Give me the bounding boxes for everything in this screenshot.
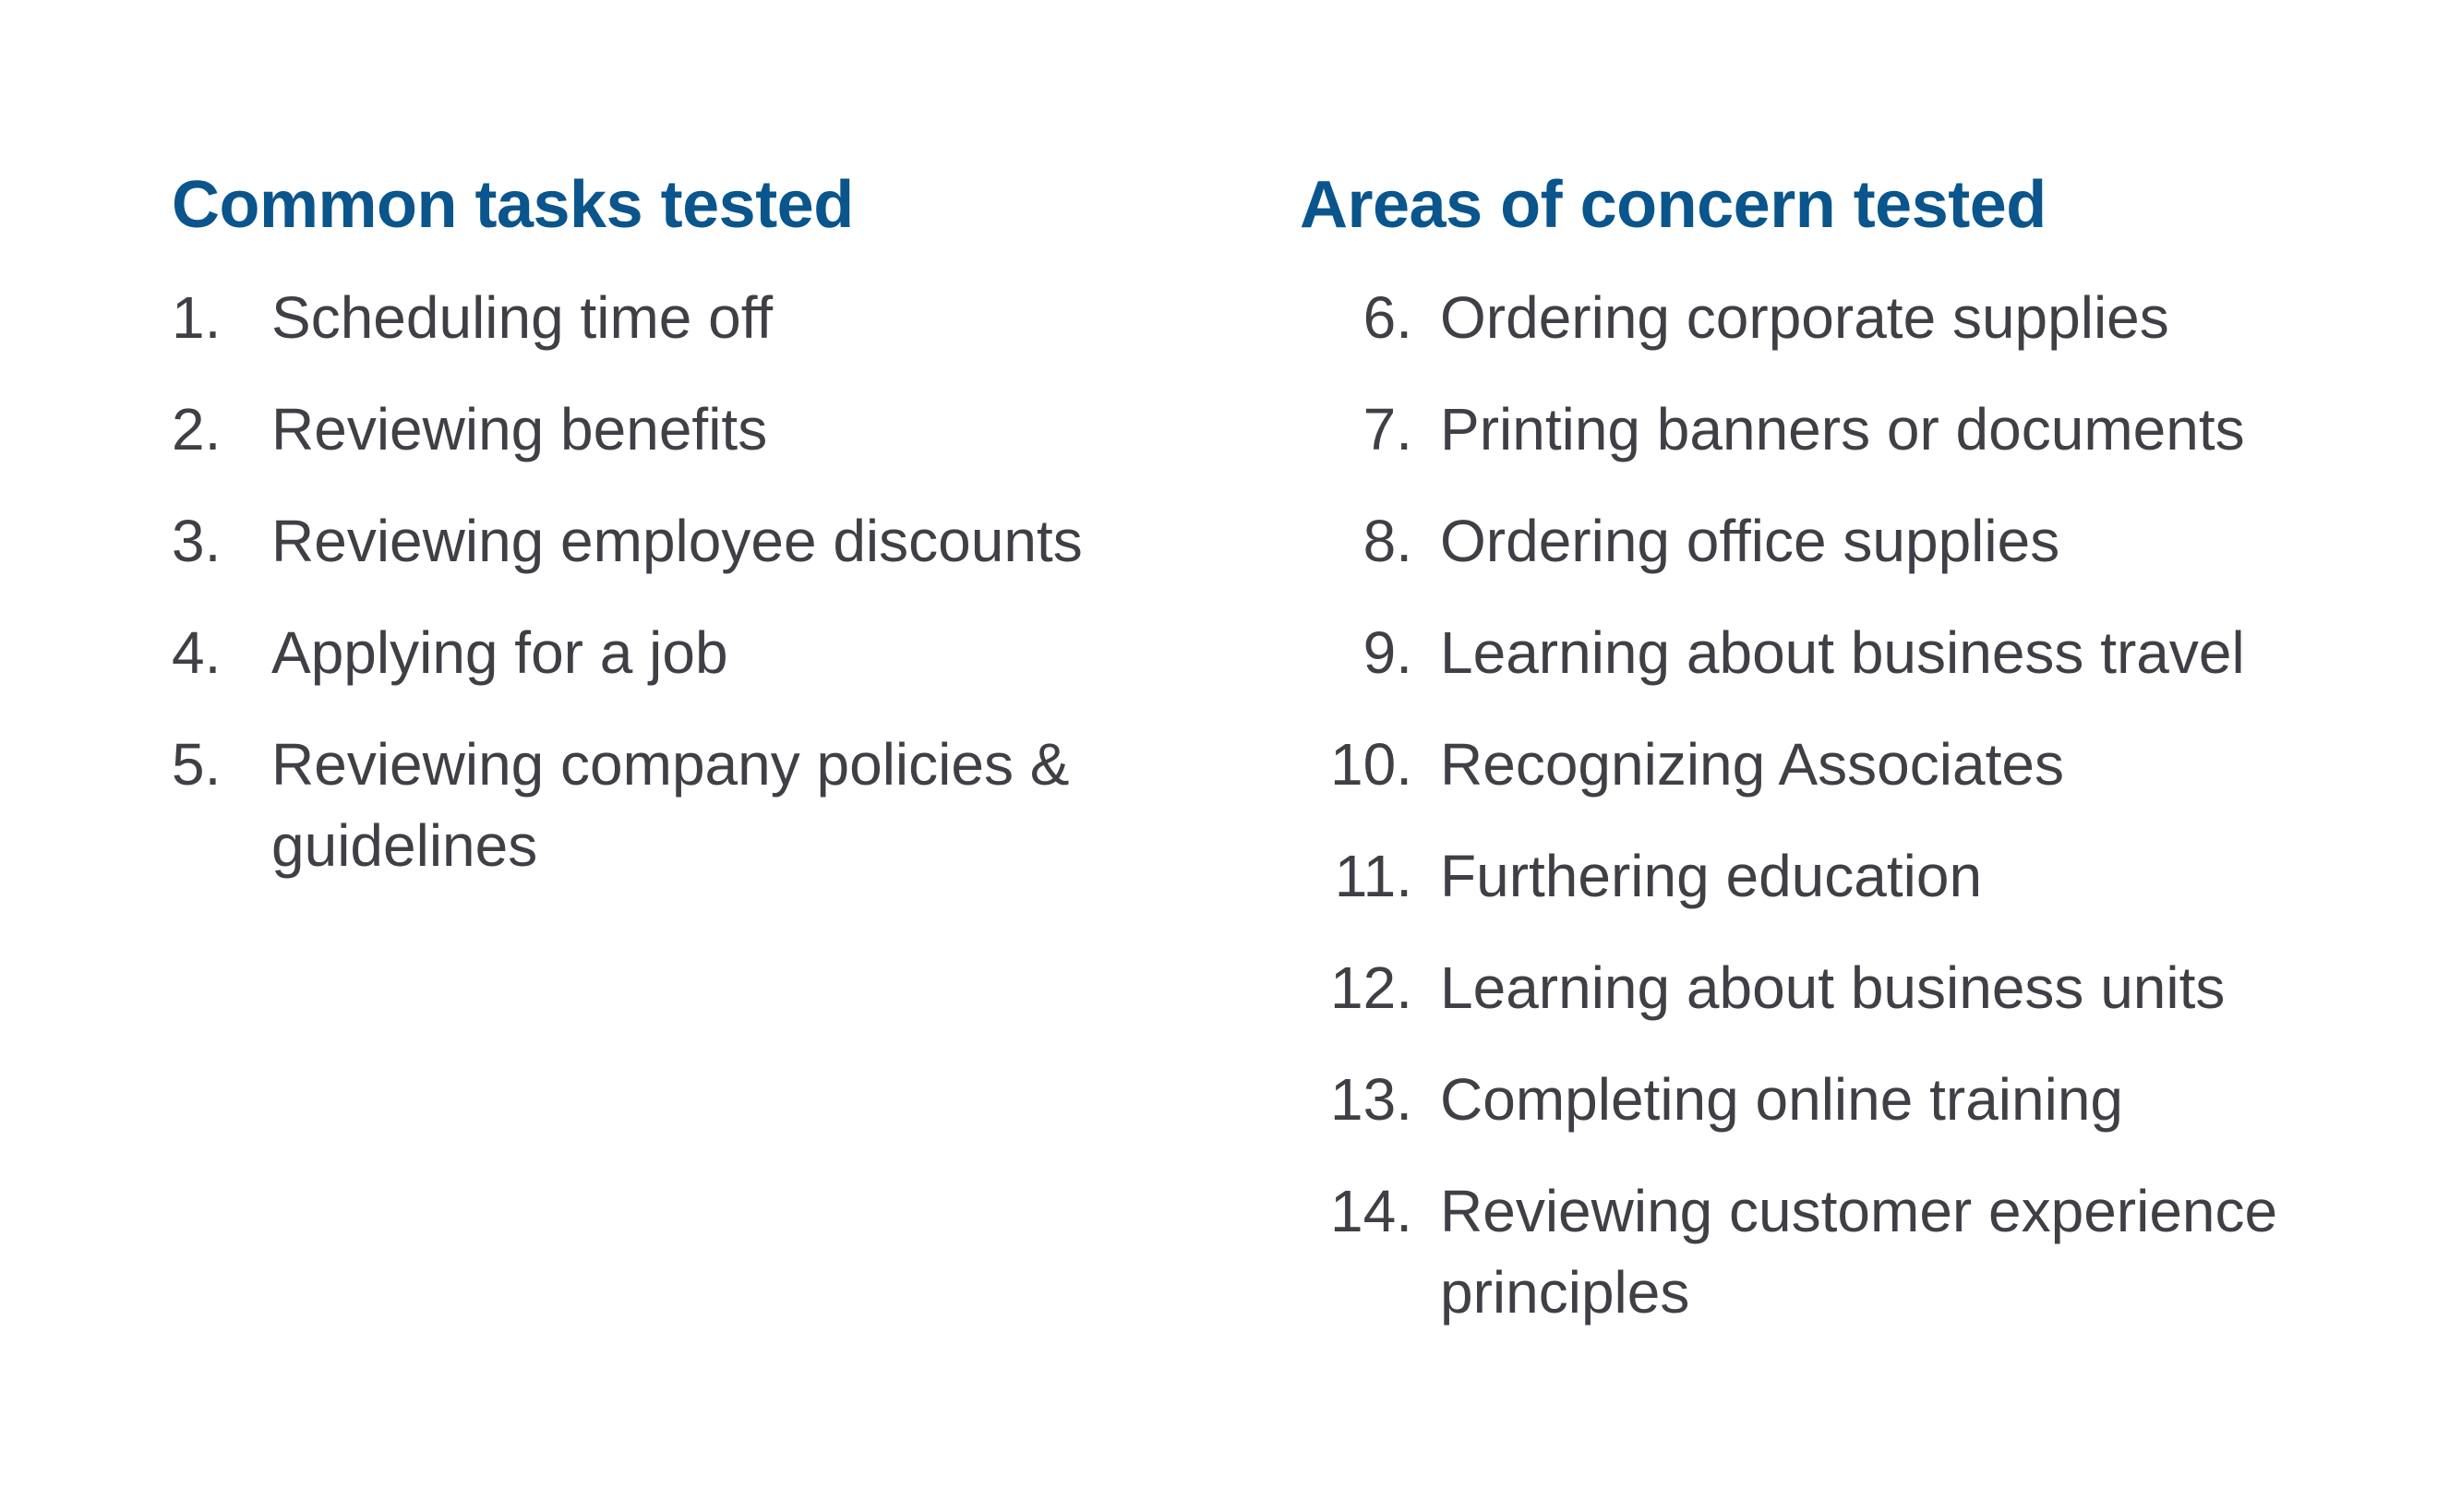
list-item-text: Printing banners or documents bbox=[1440, 396, 2245, 462]
list-item: 9. Learning about business travel bbox=[1300, 612, 2389, 693]
areas-of-concern-heading: Areas of concern tested bbox=[1300, 168, 2047, 242]
list-item-text: Reviewing company policies & guidelines bbox=[271, 731, 1070, 879]
list-item-text: Applying for a job bbox=[271, 619, 728, 686]
list-item: 2. Reviewing benefits bbox=[172, 389, 1279, 470]
list-item: 6. Ordering corporate supplies bbox=[1300, 277, 2389, 358]
list-item-text: Ordering office supplies bbox=[1440, 508, 2060, 574]
common-tasks-heading: Common tasks tested bbox=[172, 168, 854, 242]
list-item-number: 4. bbox=[172, 619, 222, 686]
list-item-text: Reviewing benefits bbox=[271, 396, 768, 462]
list-item-number: 11. bbox=[1334, 843, 1412, 909]
list-item: 4. Applying for a job bbox=[172, 612, 1279, 693]
list-item: 10. Recognizing Associates bbox=[1300, 724, 2389, 805]
list-item-text: Furthering education bbox=[1440, 843, 1983, 909]
list-item: 7. Printing banners or documents bbox=[1300, 389, 2389, 470]
list-item: 5. Reviewing company policies & guidelin… bbox=[172, 724, 1279, 886]
list-item-text: Reviewing customer experience principles bbox=[1440, 1178, 2278, 1326]
areas-of-concern-list: 6. Ordering corporate supplies 7. Printi… bbox=[1300, 277, 2389, 1333]
list-item: 3. Reviewing employee discounts bbox=[172, 500, 1279, 582]
list-item: 1. Scheduling time off bbox=[172, 277, 1279, 358]
list-item: 13. Completing online training bbox=[1300, 1059, 2389, 1140]
list-item-number: 9. bbox=[1363, 619, 1412, 686]
list-item-number: 7. bbox=[1363, 396, 1412, 462]
areas-of-concern-section: Areas of concern tested 6. Ordering corp… bbox=[1300, 159, 2389, 1363]
list-item-number: 5. bbox=[172, 731, 222, 798]
list-item-number: 10. bbox=[1330, 731, 1412, 798]
list-item-number: 12. bbox=[1330, 954, 1412, 1021]
list-item-text: Learning about business travel bbox=[1440, 619, 2245, 686]
list-item-number: 3. bbox=[172, 508, 222, 574]
list-item-number: 8. bbox=[1363, 508, 1412, 574]
common-tasks-section: Common tasks tested 1. Scheduling time o… bbox=[172, 159, 1279, 917]
list-item-number: 13. bbox=[1330, 1066, 1412, 1133]
list-item-text: Ordering corporate supplies bbox=[1440, 284, 2169, 351]
list-item: 8. Ordering office supplies bbox=[1300, 500, 2389, 582]
list-item-text: Recognizing Associates bbox=[1440, 731, 2064, 798]
list-item-text: Learning about business units bbox=[1440, 954, 2226, 1021]
list-item-number: 14. bbox=[1330, 1178, 1412, 1244]
list-item: 12. Learning about business units bbox=[1300, 947, 2389, 1028]
list-item: 14. Reviewing customer experience princi… bbox=[1300, 1170, 2389, 1333]
list-item-text: Completing online training bbox=[1440, 1066, 2123, 1133]
list-item-number: 1. bbox=[172, 284, 222, 351]
common-tasks-list: 1. Scheduling time off 2. Reviewing bene… bbox=[172, 277, 1279, 886]
list-item-number: 6. bbox=[1363, 284, 1412, 351]
list-item-text: Reviewing employee discounts bbox=[271, 508, 1083, 574]
list-item-text: Scheduling time off bbox=[271, 284, 774, 351]
list-item: 11. Furthering education bbox=[1300, 835, 2389, 917]
list-item-number: 2. bbox=[172, 396, 222, 462]
